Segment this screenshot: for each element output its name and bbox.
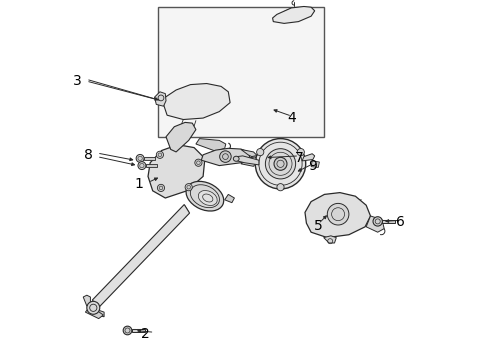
Polygon shape xyxy=(154,92,166,106)
Circle shape xyxy=(326,203,348,225)
Circle shape xyxy=(372,217,382,226)
Text: 1: 1 xyxy=(135,177,143,191)
Polygon shape xyxy=(83,295,90,306)
Polygon shape xyxy=(166,122,196,152)
Circle shape xyxy=(157,184,164,192)
Text: 7: 7 xyxy=(294,151,303,165)
Polygon shape xyxy=(241,157,257,166)
Polygon shape xyxy=(85,306,103,319)
Circle shape xyxy=(276,184,284,191)
Polygon shape xyxy=(132,329,144,332)
Circle shape xyxy=(123,326,132,335)
Polygon shape xyxy=(382,220,394,223)
Circle shape xyxy=(255,139,305,189)
Polygon shape xyxy=(302,154,314,161)
Polygon shape xyxy=(163,84,230,120)
Text: 8: 8 xyxy=(83,148,92,162)
Circle shape xyxy=(136,154,144,162)
Polygon shape xyxy=(241,149,257,157)
Circle shape xyxy=(297,148,304,156)
Polygon shape xyxy=(201,148,249,166)
Circle shape xyxy=(256,148,264,156)
Polygon shape xyxy=(145,164,157,167)
Polygon shape xyxy=(310,161,319,167)
Polygon shape xyxy=(237,156,258,165)
Text: 9: 9 xyxy=(308,159,317,172)
Polygon shape xyxy=(272,6,314,23)
Text: 2: 2 xyxy=(141,327,150,341)
Polygon shape xyxy=(148,145,204,198)
Polygon shape xyxy=(92,204,189,309)
Circle shape xyxy=(138,162,145,170)
Circle shape xyxy=(219,151,231,162)
Text: 5: 5 xyxy=(313,219,322,233)
Circle shape xyxy=(194,159,202,166)
Polygon shape xyxy=(366,216,384,232)
Ellipse shape xyxy=(186,181,224,211)
Circle shape xyxy=(185,184,192,191)
Ellipse shape xyxy=(198,190,217,206)
FancyBboxPatch shape xyxy=(158,7,323,137)
Ellipse shape xyxy=(233,156,239,161)
Text: 3: 3 xyxy=(73,74,81,88)
Circle shape xyxy=(265,149,295,179)
Circle shape xyxy=(156,151,163,158)
Text: 4: 4 xyxy=(287,111,296,125)
Polygon shape xyxy=(224,194,234,203)
Text: 6: 6 xyxy=(396,215,405,229)
Polygon shape xyxy=(196,139,225,151)
Circle shape xyxy=(273,157,286,170)
Polygon shape xyxy=(323,236,336,243)
Circle shape xyxy=(87,301,100,314)
Polygon shape xyxy=(305,193,370,238)
Polygon shape xyxy=(95,310,104,317)
Polygon shape xyxy=(144,157,155,160)
